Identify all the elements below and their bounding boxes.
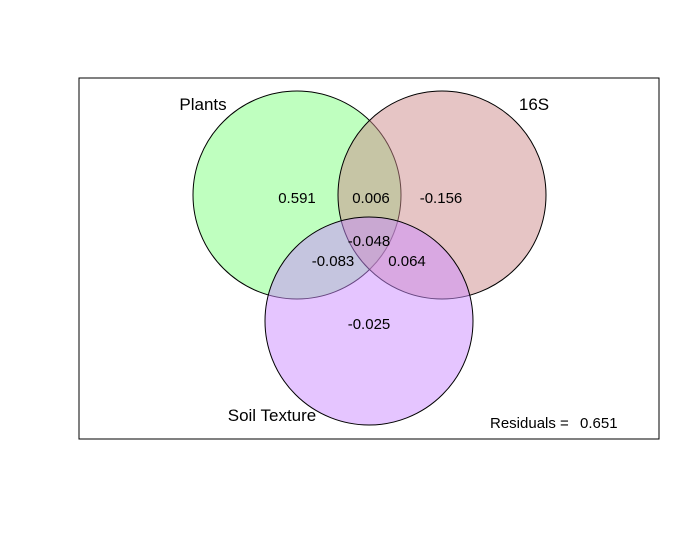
plants-16s-overlap-value: 0.006	[352, 190, 390, 207]
16s-label: 16S	[519, 95, 549, 114]
all-three-overlap-value: -0.048	[348, 233, 391, 250]
plants-only-value: 0.591	[278, 190, 316, 207]
soil-texture-circle	[264, 216, 474, 426]
residuals-value: 0.651	[580, 415, 618, 432]
soil-texture-only-value: -0.025	[348, 316, 391, 333]
soil-texture-label: Soil Texture	[228, 406, 317, 425]
plants-soil-overlap-value: -0.083	[312, 253, 355, 270]
plot-frame	[78, 77, 660, 440]
residuals-label: Residuals =	[490, 415, 569, 432]
16s-only-value: -0.156	[420, 190, 463, 207]
plants-label: Plants	[179, 95, 226, 114]
16s-soil-overlap-value: 0.064	[388, 253, 426, 270]
